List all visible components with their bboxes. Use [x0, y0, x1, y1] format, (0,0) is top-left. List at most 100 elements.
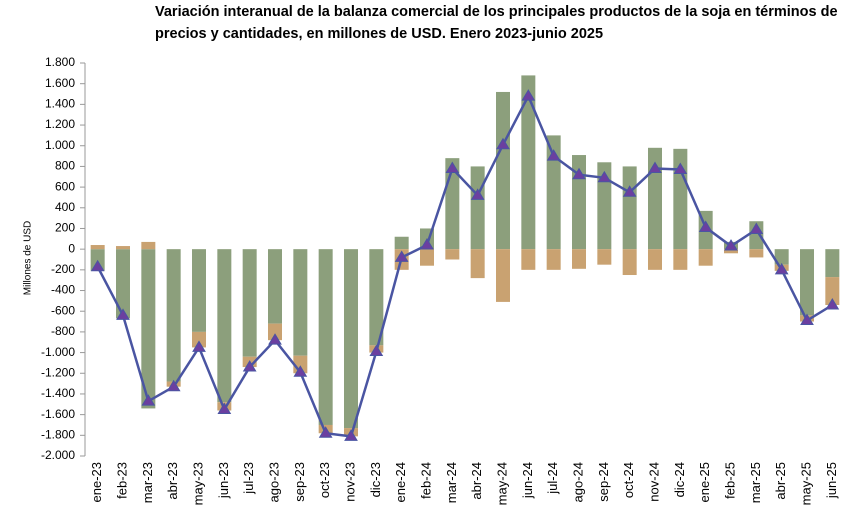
bar	[521, 75, 536, 250]
x-tick-label: may-24	[494, 462, 509, 505]
x-tick-label: feb-23	[114, 462, 129, 499]
x-tick-label: jun-25	[824, 462, 839, 499]
y-tick-label: 1.600	[45, 76, 75, 90]
bar	[192, 331, 206, 348]
bar	[648, 249, 662, 270]
x-tick-label: ene-24	[393, 462, 408, 502]
y-tick-label: -800	[51, 324, 75, 338]
x-tick-label: nov-24	[646, 462, 661, 502]
bar	[318, 249, 333, 425]
y-tick-label: -1.000	[41, 345, 75, 359]
bar	[369, 249, 384, 346]
x-tick-label: feb-24	[418, 462, 433, 499]
bar	[268, 249, 282, 324]
bar	[496, 249, 510, 302]
y-tick-label: 0	[68, 241, 75, 255]
chart-title: precios y cantidades, en millones de USD…	[155, 26, 603, 42]
bar	[192, 249, 206, 332]
marker	[445, 161, 460, 173]
x-tick-label: abr-24	[469, 462, 484, 500]
marker	[344, 429, 358, 441]
bar	[597, 162, 612, 250]
x-tick-label: mar-25	[748, 462, 763, 503]
bar	[673, 249, 688, 270]
marker	[597, 170, 612, 183]
y-tick-label: 1.800	[45, 55, 75, 69]
marker	[724, 239, 738, 251]
bar	[90, 245, 105, 250]
x-tick-label: abr-23	[165, 462, 180, 500]
x-tick-label: jun-24	[520, 462, 535, 499]
marker	[242, 360, 257, 372]
bar	[749, 221, 764, 250]
y-tick-label: 400	[55, 200, 75, 214]
x-tick-label: ene-25	[697, 462, 712, 502]
bar	[394, 236, 409, 250]
x-tick-label: jul-24	[545, 462, 560, 495]
bar	[470, 166, 485, 250]
bar	[116, 249, 130, 319]
marker	[116, 308, 130, 320]
y-tick-label: -2.000	[41, 448, 75, 462]
bar	[293, 249, 308, 356]
x-tick-label: jul-23	[241, 462, 256, 495]
y-tick-label: 1.000	[45, 138, 75, 152]
y-tick-label: -200	[51, 262, 75, 276]
bar	[546, 249, 561, 270]
x-tick-label: jun-23	[216, 462, 231, 499]
bar	[166, 249, 181, 382]
x-tick-label: nov-23	[342, 462, 357, 502]
bar	[825, 249, 840, 278]
y-tick-label: -1.200	[41, 365, 75, 379]
bar	[698, 249, 713, 266]
x-tick-label: may-25	[798, 462, 813, 505]
marker	[217, 402, 232, 414]
marker	[622, 185, 637, 197]
x-tick-label: dic-24	[672, 462, 687, 497]
bar	[749, 249, 764, 258]
marker	[648, 161, 662, 173]
y-tick-label: -400	[51, 283, 75, 297]
x-tick-label: ago-24	[570, 462, 585, 502]
marker	[394, 250, 409, 262]
y-tick-label: 1.400	[45, 97, 75, 111]
bar	[572, 249, 586, 269]
x-tick-label: feb-25	[722, 462, 737, 499]
bar	[420, 249, 434, 266]
line	[96, 93, 833, 438]
bar	[141, 241, 156, 250]
y-tick-label: -600	[51, 303, 75, 317]
bar	[217, 249, 232, 403]
chart-title: Variación interanual de la balanza comer…	[155, 4, 838, 20]
x-tick-label: may-23	[190, 462, 205, 505]
x-tick-label: dic-23	[368, 462, 383, 497]
marker	[369, 344, 384, 357]
marker	[698, 220, 713, 232]
bar	[116, 246, 130, 250]
marker	[90, 259, 105, 272]
marker	[825, 298, 840, 310]
x-tick-label: mar-23	[140, 462, 155, 503]
y-tick-label: 800	[55, 159, 75, 173]
bar	[825, 277, 840, 306]
bar	[724, 249, 738, 254]
bar	[597, 249, 612, 265]
bar	[622, 166, 637, 250]
x-tick-label: abr-25	[773, 462, 788, 500]
y-tick-label: 600	[55, 179, 75, 193]
marker	[166, 379, 181, 392]
bar	[268, 323, 282, 341]
marker	[546, 149, 561, 161]
y-axis-label: Millones de USD	[23, 221, 34, 295]
y-tick-label: -1.400	[41, 386, 75, 400]
marker	[749, 222, 764, 235]
bar	[242, 249, 257, 357]
bar	[800, 249, 814, 316]
x-tick-label: oct-23	[317, 462, 332, 498]
bar	[774, 249, 789, 265]
marker	[420, 238, 434, 250]
y-tick-label: -1.800	[41, 427, 75, 441]
y-tick-label: -1.600	[41, 407, 75, 421]
marker	[521, 89, 536, 101]
